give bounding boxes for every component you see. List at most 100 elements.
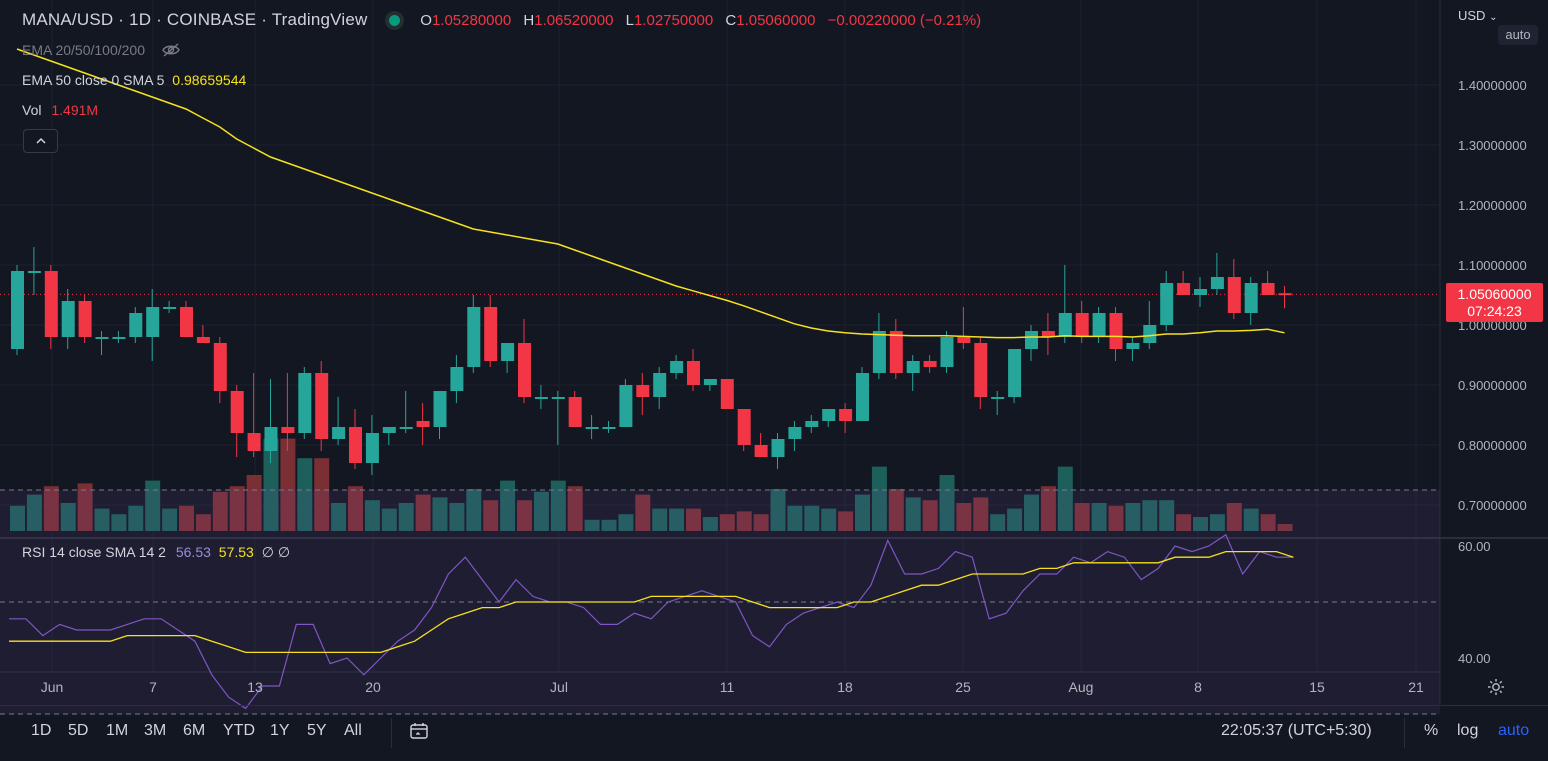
volume-bar: [77, 483, 93, 531]
eye-off-icon[interactable]: [161, 42, 181, 61]
clock-label[interactable]: 22:05:37 (UTC+5:30): [1221, 722, 1372, 739]
volume-bar: [43, 486, 59, 531]
candle-body: [788, 427, 802, 439]
bottom-toolbar: 1D 5D 1M 3M 6M YTD 1Y 5Y All 22:05:37 (UTC+5:30)…: [0, 705, 1548, 761]
range-button-ytd[interactable]: YTD: [223, 722, 255, 739]
close-value: 1.05060000: [736, 12, 816, 29]
log-scale-button[interactable]: log: [1457, 722, 1479, 739]
candle-body: [1041, 331, 1055, 337]
range-button-1m[interactable]: 1M: [106, 722, 129, 739]
volume-bar: [128, 505, 144, 531]
candle-body: [585, 427, 599, 429]
candle-body: [974, 343, 988, 397]
candle-body: [1092, 313, 1106, 337]
candle-body: [365, 433, 379, 463]
volume-bar: [1074, 503, 1090, 531]
candle-body: [332, 427, 346, 439]
volume-bar: [398, 503, 414, 531]
ohlc-values: O1.05280000 H1.06520000 L1.02750000 C1.0…: [412, 12, 981, 29]
volume-bar: [838, 511, 854, 531]
candle-body: [551, 397, 565, 399]
currency-selector[interactable]: USD ⌄: [1458, 8, 1497, 23]
high-label: H: [523, 12, 535, 29]
rsi-legend[interactable]: RSI 14 close SMA 14 2 56.53 57.53 ∅ ∅: [22, 544, 290, 561]
volume-bar: [1176, 514, 1192, 531]
volume-bar: [1243, 508, 1259, 531]
auto-scale-toggle[interactable]: auto: [1498, 722, 1530, 739]
volume-bar: [500, 480, 516, 531]
candle-body: [636, 385, 650, 397]
ema-label: EMA 50 close 0 SMA 5: [22, 72, 165, 88]
candle-body: [163, 307, 177, 309]
volume-bar: [770, 489, 786, 531]
candle-body: [856, 373, 869, 421]
range-button-5d[interactable]: 5D: [68, 722, 89, 739]
price-tick-label: 0.90000000: [1458, 378, 1527, 393]
last-price-badge: 1.05060000 07:24:23: [1446, 283, 1543, 322]
rsi-value: 56.53: [175, 544, 211, 560]
candle-body: [957, 337, 971, 343]
candle-body: [315, 373, 329, 439]
price-tick-label: 0.70000000: [1458, 498, 1527, 513]
candle-body: [112, 337, 126, 339]
volume-bar: [905, 497, 921, 531]
candle-body: [1194, 289, 1207, 295]
range-button-6m[interactable]: 6M: [183, 722, 206, 739]
gear-icon[interactable]: [1486, 677, 1506, 702]
candle-body: [281, 427, 295, 433]
auto-scale-button[interactable]: auto: [1498, 25, 1538, 45]
volume-bar: [517, 500, 532, 531]
volume-bar: [533, 491, 549, 531]
symbol-title[interactable]: MANA/USD · 1D · COINBASE · TradingView: [22, 10, 368, 29]
collapse-legend-button[interactable]: [23, 129, 58, 153]
range-button-1y[interactable]: 1Y: [270, 722, 290, 739]
volume-bar: [669, 508, 685, 531]
range-button-5y[interactable]: 5Y: [307, 722, 327, 739]
candle-body: [906, 361, 920, 373]
volume-bar: [956, 503, 972, 531]
candle-body: [382, 427, 396, 433]
volume-label: Vol: [22, 102, 42, 118]
candle-body: [720, 379, 734, 409]
volume-bar: [145, 480, 161, 531]
volume-bar: [1209, 514, 1225, 531]
percent-scale-button[interactable]: %: [1424, 722, 1439, 739]
volume-bar: [1091, 503, 1107, 531]
volume-bar: [1057, 466, 1073, 531]
candle-body: [805, 421, 819, 427]
candle-body: [1008, 349, 1022, 397]
close-label: C: [725, 12, 737, 29]
candle-body: [247, 433, 261, 451]
volume-bar: [821, 508, 837, 531]
volume-legend[interactable]: Vol 1.491M: [22, 102, 98, 118]
candle-body: [822, 409, 836, 421]
last-price-value: 1.05060000: [1457, 286, 1532, 302]
volume-bar: [195, 514, 211, 531]
price-tick-label: 1.30000000: [1458, 138, 1527, 153]
ema-ribbon-legend[interactable]: EMA 20/50/100/200: [22, 42, 181, 61]
candle-body: [1109, 313, 1123, 349]
volume-bar: [381, 508, 397, 531]
candle-body: [180, 307, 193, 337]
calendar-goto-icon[interactable]: [408, 720, 430, 747]
time-tick-label: 8: [1194, 679, 1202, 695]
ema-legend[interactable]: EMA 50 close 0 SMA 5 0.98659544: [22, 72, 246, 88]
time-tick-label: 15: [1309, 679, 1325, 695]
high-value: 1.06520000: [534, 12, 614, 29]
toolbar-divider: [1404, 718, 1405, 748]
candle-body: [1244, 283, 1258, 313]
volume-bar: [449, 503, 465, 531]
candle-body: [1058, 313, 1072, 337]
volume-bar: [618, 514, 634, 531]
chevron-up-icon: [35, 134, 47, 148]
volume-bar: [753, 514, 769, 531]
price-tick-label: 1.20000000: [1458, 198, 1527, 213]
range-button-1d[interactable]: 1D: [31, 722, 52, 739]
symbol-legend[interactable]: MANA/USD · 1D · COINBASE · TradingView O…: [22, 10, 981, 30]
range-button-3m[interactable]: 3M: [144, 722, 167, 739]
rsi-extra: ∅ ∅: [261, 544, 291, 560]
range-button-all[interactable]: All: [344, 722, 362, 739]
volume-bar: [787, 505, 803, 531]
rsi-tick-label: 40.00: [1458, 651, 1491, 666]
